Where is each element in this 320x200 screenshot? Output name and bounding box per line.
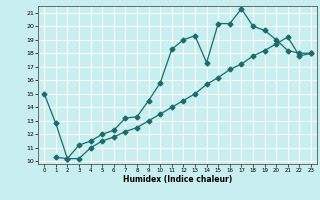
X-axis label: Humidex (Indice chaleur): Humidex (Indice chaleur) [123,175,232,184]
